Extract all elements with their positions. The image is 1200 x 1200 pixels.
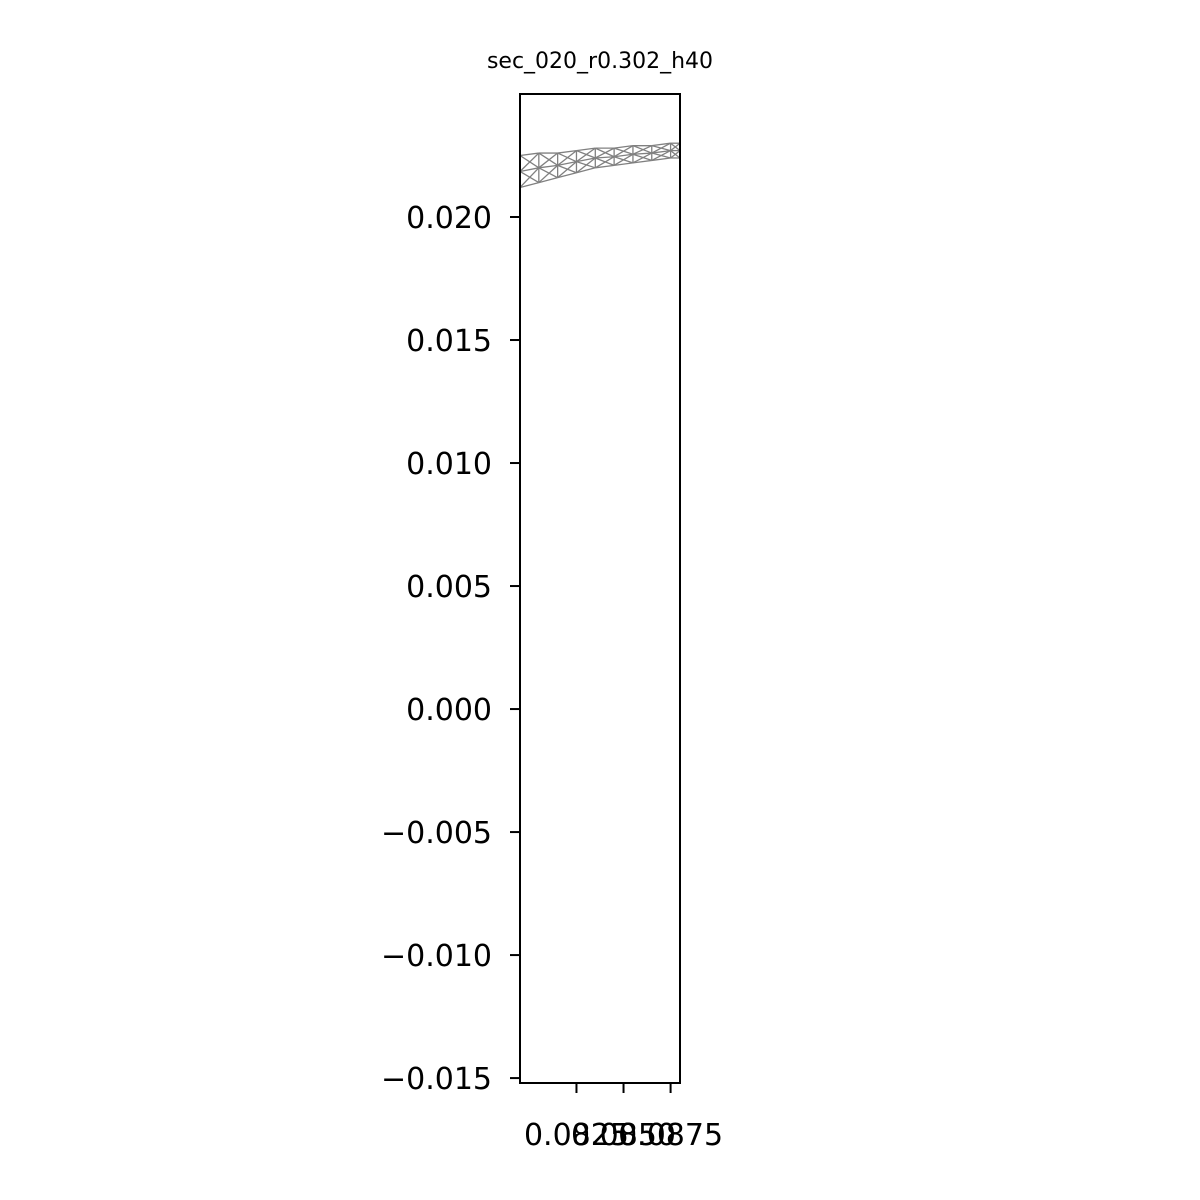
mesh-edge (519, 181, 539, 189)
mesh-edge (632, 152, 652, 155)
mesh-layer (519, 142, 681, 189)
mesh-edge (538, 164, 559, 184)
mesh-edge (595, 157, 615, 166)
mesh-edge (576, 161, 596, 169)
mesh-edge (557, 149, 577, 154)
mesh-edge (651, 157, 671, 162)
mesh-edge (538, 167, 558, 179)
mesh-edge (651, 149, 671, 154)
x-tick-label: 0.0875 (618, 1118, 723, 1153)
mesh-edge (613, 156, 634, 164)
y-axis: −0.015 −0.010 −0.005 0.000 0.005 0.010 0.015 0.… (381, 201, 520, 1097)
mesh-edge (557, 152, 577, 163)
mesh-edge (519, 152, 539, 157)
mesh-edge (519, 167, 539, 173)
y-tick-label: 0.010 (406, 447, 492, 482)
mesh-edge (538, 152, 559, 169)
mesh-edge (576, 147, 596, 152)
mesh-edge (557, 164, 577, 174)
mesh-edge (595, 164, 615, 169)
mesh-edge (632, 159, 652, 164)
y-tick-label: 0.005 (406, 570, 492, 605)
mesh-edge (595, 147, 615, 158)
mesh-edge (576, 149, 596, 159)
mesh-edge (670, 142, 681, 152)
mesh-edge (519, 154, 540, 169)
mesh-edge (538, 177, 558, 184)
mesh-edge (595, 156, 615, 159)
mesh-edge (651, 145, 671, 152)
plot-frame (519, 93, 681, 1084)
mesh-edge (538, 164, 558, 169)
y-tick-label: 0.020 (406, 201, 492, 236)
mesh-edge (651, 152, 671, 159)
mesh-edge (576, 167, 596, 174)
y-tick-label: −0.005 (381, 816, 492, 851)
mesh-edge (613, 147, 634, 155)
chart-title: sec_020_r0.302_h40 (487, 49, 713, 74)
mesh-edge (632, 153, 652, 162)
y-tick-label: 0.015 (406, 324, 492, 359)
mesh-edge (670, 150, 681, 159)
mesh-edge (614, 153, 634, 158)
mesh-edge (557, 161, 577, 166)
x-tick-label: 0.0850 (571, 1118, 676, 1153)
mesh-edge (632, 145, 653, 154)
mesh-edge (614, 145, 634, 149)
mesh-edge (538, 152, 559, 166)
x-tick-label: 0.0825 (524, 1118, 629, 1153)
mesh-edge (614, 162, 634, 166)
mesh-edge (651, 142, 671, 147)
mesh-edge (557, 172, 577, 179)
y-tick-label: −0.010 (381, 939, 492, 974)
y-tick-label: 0.000 (406, 693, 492, 728)
mesh-edge (576, 157, 596, 163)
mesh-edge (519, 170, 540, 184)
y-tick-label: −0.015 (381, 1062, 492, 1097)
